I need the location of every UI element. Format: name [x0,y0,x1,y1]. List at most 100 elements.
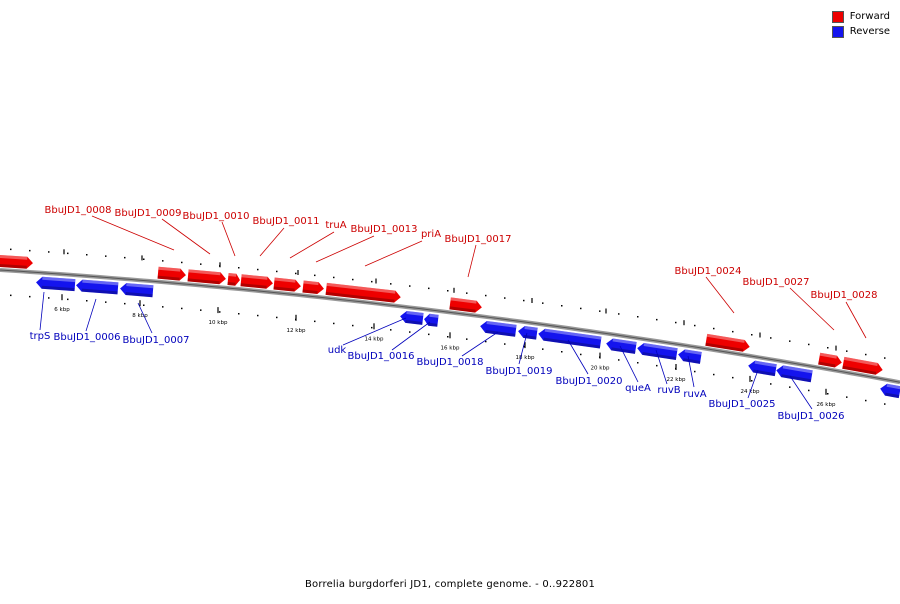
scale-label: 18 kbp [516,355,535,361]
forward-gene-arrow-highlight [241,274,268,280]
forward-gene-arrow-highlight [158,266,181,272]
track-dot-top [485,294,487,297]
reverse-gene-arrow-body [120,283,154,298]
reverse-gene-arrow-highlight [406,310,424,316]
reverse-gene-arrow-highlight [612,338,637,345]
forward-gene-arrow [157,266,186,281]
forward-gene-arrow-body [0,254,33,269]
forward-gene-arrow [325,282,401,303]
forward-gene-arrow-body [325,282,401,303]
gene-label: trpS [30,331,51,342]
leader-line [789,375,813,410]
track-dot-bottom [143,304,145,306]
track-dot-top [10,248,12,251]
track-dot-bottom [504,343,506,345]
gene-label: truA [325,220,346,231]
track-dot-top [504,297,506,299]
forward-gene-arrow-body [187,269,226,285]
reverse-gene-arrow-shade [405,319,423,325]
forward-gene-arrow-highlight [0,254,28,260]
reverse-gene-arrow [36,276,76,292]
forward-gene-arrow-body [705,333,750,352]
backbone-layer [0,268,900,385]
gene-label: BbuJD1_0010 [182,211,249,222]
track-dot-bottom [447,336,449,338]
track-dot-top [789,340,791,342]
leader-line [567,339,589,375]
genome-caption: Borrelia burgdorferi JD1, complete genom… [304,579,596,590]
leader-line [619,345,639,383]
forward-gene-arrow-shade [0,263,27,269]
reverse-gene-arrow-highlight [684,349,702,355]
leader-line [467,244,477,278]
leader-line [259,227,285,257]
track-dot-bottom [238,313,240,315]
track-dot-bottom [770,383,772,385]
track-dot-bottom [884,403,886,405]
track-dot-bottom [200,309,202,311]
reverse-gene-arrow-highlight [82,279,119,286]
forward-gene-arrow-body [449,297,482,313]
legend: Forward Reverse [831,9,890,39]
track-dot-top [884,357,886,359]
track-dot-top [390,283,392,285]
track-dot-bottom [808,389,810,392]
reverse-gene-arrow [748,360,777,377]
track-dot-top [428,287,430,290]
legend-item-reverse: Reverse [831,24,890,39]
forward-gene-arrow [818,352,842,368]
track-dot-bottom [428,333,430,336]
track-dot-top [257,268,259,271]
track-dot-top [618,313,620,315]
reverse-swatch [831,25,844,38]
gene-label: BbuJD1_0016 [347,351,414,362]
gene-label: priA [421,229,441,240]
scale-label: 14 kbp [365,336,384,342]
track-dot-top [599,310,601,312]
scale-label: 26 kbp [817,402,836,408]
track-dot-bottom [580,353,582,356]
track-dot-top [846,350,848,352]
track-dot-top [238,267,240,269]
track-dot-bottom [751,380,753,382]
track-dot-bottom [314,320,316,323]
gene-label: BbuJD1_0028 [810,290,877,301]
track-dot-bottom [219,311,221,313]
gene-label: BbuJD1_0024 [674,266,741,277]
forward-gene-arrow [302,280,324,295]
legend-label-reverse: Reverse [849,26,890,37]
reverse-gene-arrow-shade [543,337,601,349]
forward-gene-arrow [0,254,33,269]
forward-gene-arrow-highlight [274,277,296,283]
forward-gene-arrow-body [273,277,301,292]
track-dot-bottom [162,306,164,308]
forward-gene-arrow-highlight [819,352,837,359]
forward-gene-arrow-shade [227,282,236,286]
forward-gene-arrow-highlight [706,333,745,343]
track-dot-bottom [618,359,620,361]
track-dot-bottom [409,331,411,333]
reverse-gene-arrow-body [880,383,900,399]
leader-line [461,331,499,357]
forward-gene-arrow-shade [240,283,267,289]
reverse-gene-arrow-shade [41,285,75,292]
gene-label: BbuJD1_0009 [114,208,181,219]
track-dot-bottom [466,338,468,340]
track-dot-bottom [371,326,373,329]
track-dot-top [523,299,525,302]
reverse-gene-arrow-highlight [544,328,602,340]
track-dot-bottom [827,393,829,395]
reverse-gene-arrow-body [538,328,602,349]
reverse-gene-arrow-body [776,365,813,383]
track-dot-top [333,276,335,279]
track-dot-top [295,272,297,275]
track-dot-top [67,252,69,255]
forward-gene-arrow-highlight [843,356,878,366]
track-dot-top [162,260,164,262]
track-dot-bottom [485,340,487,343]
scale-label: 10 kbp [209,320,228,326]
forward-gene-arrow [705,333,750,352]
reverse-gene-arrow-body [606,338,637,354]
leader-line [747,369,759,399]
track-dot-bottom [257,314,259,317]
